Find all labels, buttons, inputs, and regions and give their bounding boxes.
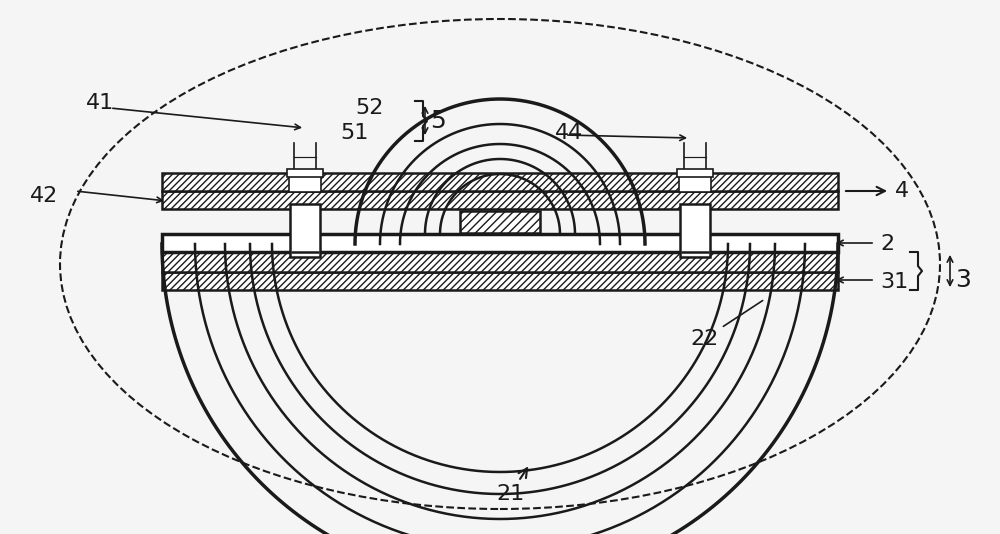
Text: 2: 2: [880, 234, 894, 254]
Text: 44: 44: [555, 123, 583, 143]
Text: 21: 21: [496, 468, 527, 504]
Text: 4: 4: [895, 181, 909, 201]
Polygon shape: [460, 211, 540, 233]
FancyArrowPatch shape: [846, 187, 885, 195]
Polygon shape: [162, 191, 838, 209]
Polygon shape: [677, 169, 713, 177]
Text: 41: 41: [86, 93, 114, 113]
Polygon shape: [162, 252, 838, 272]
Text: 31: 31: [880, 272, 908, 292]
Text: 52: 52: [355, 98, 383, 118]
Polygon shape: [289, 172, 321, 192]
Text: 42: 42: [30, 186, 58, 206]
Polygon shape: [680, 204, 710, 257]
Text: 51: 51: [340, 123, 368, 143]
Text: 5: 5: [430, 109, 446, 133]
Polygon shape: [162, 272, 838, 290]
Polygon shape: [162, 234, 838, 252]
Polygon shape: [679, 172, 711, 192]
Polygon shape: [287, 169, 323, 177]
Text: 3: 3: [955, 268, 971, 292]
Polygon shape: [162, 173, 838, 191]
Text: 22: 22: [690, 301, 763, 349]
Polygon shape: [290, 204, 320, 257]
